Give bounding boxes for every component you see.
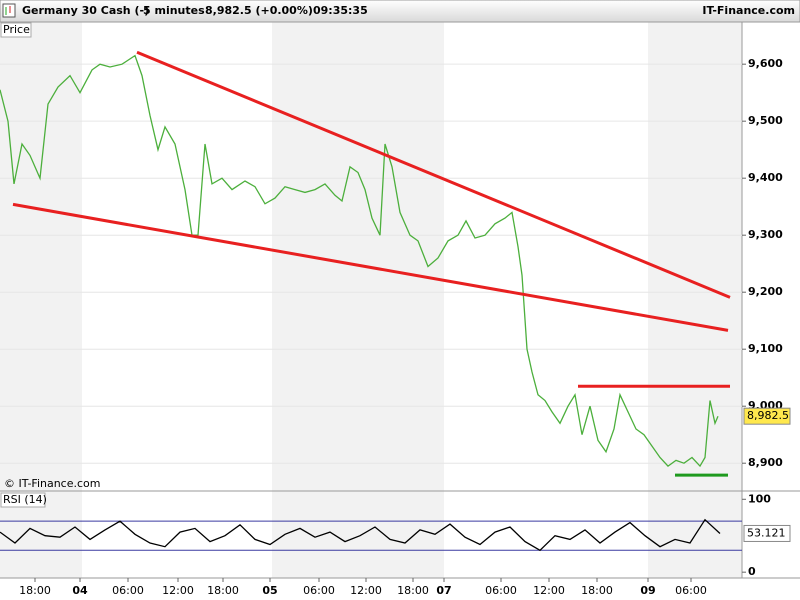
y-tick-label: 100 <box>748 492 771 505</box>
last-value-box <box>743 524 791 542</box>
price-line <box>0 518 721 552</box>
x-tick-label: 05 <box>262 584 277 597</box>
x-tick-label: 09 <box>640 584 655 597</box>
trend-line <box>136 50 731 299</box>
x-tick-label: 07 <box>436 584 451 597</box>
panel-label: RSI (14) <box>3 493 47 506</box>
icon <box>2 3 16 18</box>
last-value-label: 53.121 <box>747 526 786 539</box>
x-tick-label: 18:00 <box>19 584 51 597</box>
y-tick-label: 9,600 <box>748 57 783 70</box>
x-tick-label: 06:00 <box>303 584 335 597</box>
x-tick-label: 06:00 <box>675 584 707 597</box>
y-tick-label: 9,200 <box>748 285 783 298</box>
y-tick-label: 0 <box>748 565 756 578</box>
title: Germany 30 Cash (-) <box>22 4 149 17</box>
x-tick-label: 12:00 <box>350 584 382 597</box>
quote: 8,982.5 (+0.00%) <box>205 4 313 17</box>
last-value-label: 8,982.5 <box>747 409 789 422</box>
x-tick-label: 12:00 <box>533 584 565 597</box>
time: 09:35:35 <box>313 4 368 17</box>
panel-label-box <box>0 492 46 508</box>
y-tick-label: 9,500 <box>748 114 783 127</box>
session-band <box>0 22 82 578</box>
x-tick-label: 06:00 <box>485 584 517 597</box>
y-tick-label: 9,300 <box>748 228 783 241</box>
x-tick-label: 18:00 <box>207 584 239 597</box>
panel-label-box <box>0 22 32 38</box>
last-value-box <box>743 407 791 425</box>
interval: 5 minutes <box>143 4 205 17</box>
trend-line <box>12 202 729 332</box>
x-tick-label: 06:00 <box>112 584 144 597</box>
panel-label: Price <box>3 23 30 36</box>
x-tick-label: 18:00 <box>397 584 429 597</box>
brand: IT-Finance.com <box>702 4 795 17</box>
session-band <box>648 22 742 578</box>
x-tick-label: 12:00 <box>162 584 194 597</box>
x-tick-label: 18:00 <box>581 584 613 597</box>
watermark: © IT-Finance.com <box>4 477 101 490</box>
header-bar <box>0 0 800 23</box>
y-tick-label: 9,400 <box>748 171 783 184</box>
session-band <box>272 22 444 578</box>
y-tick-label: 9,100 <box>748 342 783 355</box>
x-tick-label: 04 <box>72 584 88 597</box>
y-tick-label: 8,900 <box>748 456 783 469</box>
